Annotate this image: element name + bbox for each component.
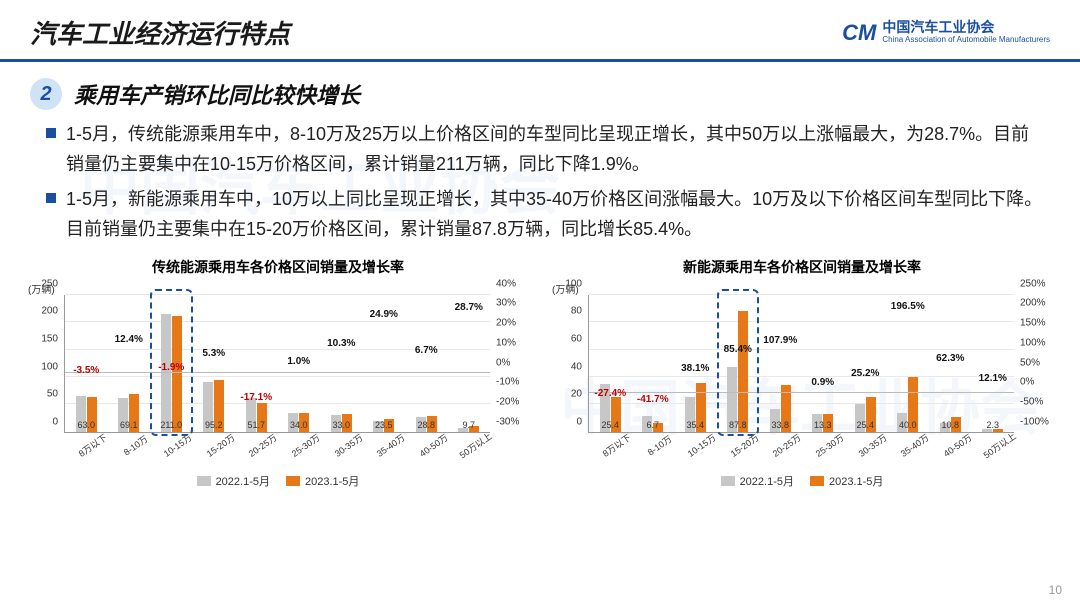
- chart-title: 新能源乘用车各价格区间销量及增长率: [550, 257, 1054, 277]
- chart-legend: 2022.1-5月 2023.1-5月: [550, 473, 1054, 489]
- bullet-item: 1-5月，新能源乘用车中，10万以上同比呈现正增长，其中35-40万价格区间涨幅…: [46, 185, 1044, 244]
- bullet-text: 1-5月，传统能源乘用车中，8-10万及25万以上价格区间的车型同比呈现正增长，…: [66, 120, 1044, 179]
- logo-en: China Association of Automobile Manufact…: [882, 36, 1050, 45]
- charts-row: 传统能源乘用车各价格区间销量及增长率 (万辆)050100150200250-3…: [0, 257, 1080, 489]
- chart-left: 传统能源乘用车各价格区间销量及增长率 (万辆)050100150200250-3…: [26, 257, 530, 489]
- page-number: 10: [1049, 583, 1062, 597]
- bullet-marker-icon: [46, 193, 56, 203]
- logo-mark: CM: [842, 20, 876, 46]
- logo-cn: 中国汽车工业协会: [882, 20, 1050, 35]
- chart-area: (万辆)050100150200250-30%-20%-10%0%10%20%3…: [26, 281, 530, 471]
- legend-swatch-icon: [197, 476, 211, 486]
- bullet-marker-icon: [46, 128, 56, 138]
- page-title: 汽车工业经济运行特点: [30, 14, 290, 51]
- bullet-text: 1-5月，新能源乘用车中，10万以上同比呈现正增长，其中35-40万价格区间涨幅…: [66, 185, 1044, 244]
- chart-right: 新能源乘用车各价格区间销量及增长率 (万辆)020406080100-100%-…: [550, 257, 1054, 489]
- legend-swatch-icon: [721, 476, 735, 486]
- section-header: 2 乘用车产销环比同比较快增长: [0, 62, 1080, 120]
- chart-legend: 2022.1-5月 2023.1-5月: [26, 473, 530, 489]
- legend-swatch-icon: [810, 476, 824, 486]
- header: 汽车工业经济运行特点 CM 中国汽车工业协会 China Association…: [0, 0, 1080, 62]
- chart-area: (万辆)020406080100-100%-50%0%50%100%150%20…: [550, 281, 1054, 471]
- bullet-item: 1-5月，传统能源乘用车中，8-10万及25万以上价格区间的车型同比呈现正增长，…: [46, 120, 1044, 179]
- legend-swatch-icon: [286, 476, 300, 486]
- section-subtitle: 乘用车产销环比同比较快增长: [74, 78, 360, 110]
- logo: CM 中国汽车工业协会 China Association of Automob…: [842, 20, 1050, 46]
- bullet-list: 1-5月，传统能源乘用车中，8-10万及25万以上价格区间的车型同比呈现正增长，…: [0, 120, 1080, 257]
- section-number-badge: 2: [30, 78, 62, 110]
- chart-title: 传统能源乘用车各价格区间销量及增长率: [26, 257, 530, 277]
